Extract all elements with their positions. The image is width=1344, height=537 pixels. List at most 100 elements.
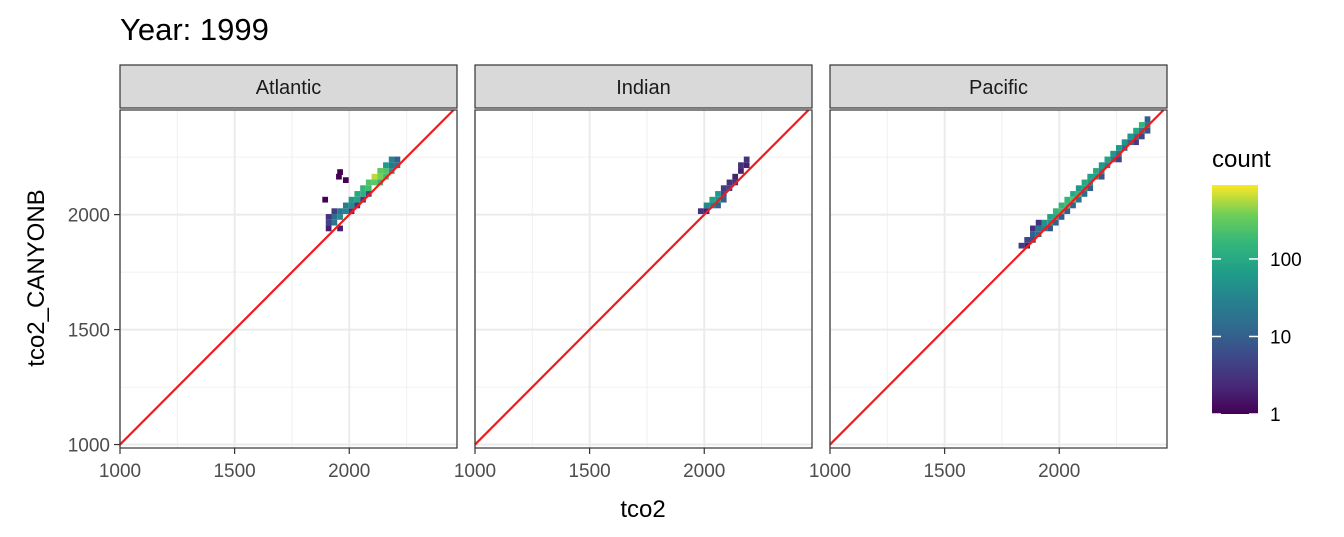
facet-atlantic: Atlantic 1000 1500 2000 [99, 64, 458, 482]
panel-background [830, 110, 1167, 448]
heatmap-cell [1138, 122, 1145, 128]
heatmap-cell [1133, 139, 1139, 146]
heatmap-cell [394, 156, 401, 163]
heatmap-cell [1110, 150, 1116, 157]
heatmap-cell [371, 179, 378, 186]
legend-label: 10 [1270, 327, 1291, 348]
x-tick-label: 1000 [809, 461, 851, 482]
color-legend: count 1 10 100 [1212, 146, 1302, 426]
heatmap-cell [1144, 116, 1151, 123]
facet-strip [119, 64, 458, 109]
heatmap-cell [1121, 139, 1128, 146]
y-axis: 1000 1500 2000 [68, 206, 120, 457]
heatmap-cell [331, 208, 338, 215]
x-tick-label: 2000 [328, 461, 370, 482]
heatmap-cell [337, 214, 343, 220]
facet-strip-label: Indian [616, 77, 671, 99]
heatmap-cell [743, 162, 750, 169]
heatmap-cell [342, 202, 349, 209]
legend-label: 1 [1270, 405, 1281, 426]
heatmap-cell [726, 179, 733, 186]
facet-strip-label: Atlantic [256, 77, 322, 99]
heatmap-cell [1127, 133, 1134, 140]
heatmap-cell [322, 196, 329, 203]
heatmap-cell [365, 179, 372, 186]
heatmap-cell [1035, 219, 1042, 226]
x-tick-label: 1500 [213, 461, 255, 482]
x-tick-label: 2000 [683, 461, 725, 482]
panel-border [474, 109, 813, 449]
facet-indian: Indian 1000 1500 2000 [454, 64, 813, 482]
heatmap-cell [738, 162, 744, 169]
y-tick-label: 2000 [68, 206, 110, 227]
heatmap-cell [720, 185, 727, 192]
heatmap-cell [1070, 191, 1076, 197]
heatmap-cell [1047, 225, 1053, 232]
x-tick-label: 1500 [923, 461, 965, 482]
heatmap-cell [715, 191, 721, 197]
heatmap-cell [365, 185, 372, 192]
heatmap-cell [1035, 225, 1042, 232]
heatmap-cell [325, 214, 332, 220]
heatmap-cell [1030, 225, 1036, 232]
heatmap-cell [383, 162, 389, 169]
heatmap-cell [331, 219, 338, 226]
heatmap-cell [336, 173, 342, 180]
heatmap-cell [360, 191, 366, 197]
facet-strip [829, 64, 1168, 109]
heatmap-cell [360, 185, 366, 192]
heatmap-cell [1104, 156, 1111, 163]
heatmap-cell [342, 208, 349, 215]
legend-colorbar [1212, 185, 1258, 414]
heatmap-cell [325, 219, 332, 226]
heatmap-cell [1052, 208, 1059, 215]
heatmap-cell [325, 225, 332, 232]
facet-strip [474, 64, 813, 109]
legend-label: 100 [1270, 250, 1302, 271]
heatmap-cell [1098, 173, 1105, 180]
heatmap-cell [1098, 162, 1105, 169]
heatmap-cell [1070, 202, 1076, 209]
heatmap-cell [1081, 179, 1088, 186]
heatmap-cell [1087, 173, 1094, 180]
identity-line [119, 109, 455, 446]
heatmap-cell [703, 202, 710, 209]
x-tick-label: 1500 [568, 461, 610, 482]
heatmap-cell [1144, 127, 1151, 134]
heatmap-cell [388, 162, 395, 169]
panel-border [119, 109, 458, 449]
heatmap-cell [371, 173, 378, 180]
legend-title: count [1212, 146, 1271, 173]
heatmap-cell [377, 168, 384, 174]
heatmap-cell [1064, 208, 1071, 215]
heatmap-cell [1087, 185, 1094, 192]
heatmap-cell [1075, 196, 1082, 203]
x-tick-label: 1000 [99, 461, 141, 482]
heatmap-cell [337, 208, 343, 215]
x-axis-title: tco2 [620, 496, 665, 523]
heatmap-cell [354, 196, 361, 203]
heatmap-cell [720, 196, 727, 203]
identity-line [474, 109, 810, 446]
heatmap-cell [383, 168, 389, 174]
heatmap-cell [388, 156, 395, 163]
heatmap-cell [342, 177, 349, 184]
heatmap-cell [715, 202, 721, 209]
heatmap-cell [1052, 219, 1059, 226]
chart-title: Year: 1999 [120, 12, 269, 47]
facet-pacific: Pacific 1000 1500 2000 [809, 64, 1168, 482]
heatmap-cell [709, 196, 716, 203]
heatmap-cell [732, 173, 739, 180]
heatmap-cell [1115, 156, 1122, 163]
panel-background [120, 110, 457, 448]
heatmap-cell [1075, 185, 1082, 192]
heatmap-cell [331, 214, 338, 220]
y-tick-label: 1000 [68, 436, 110, 457]
heatmap-cell [697, 208, 704, 215]
heatmap-cell [348, 196, 355, 203]
heatmap-cell [1081, 191, 1088, 197]
heatmap-cell [1133, 127, 1139, 134]
heatmap-cell [1058, 202, 1065, 209]
y-tick-label: 1500 [68, 321, 110, 342]
